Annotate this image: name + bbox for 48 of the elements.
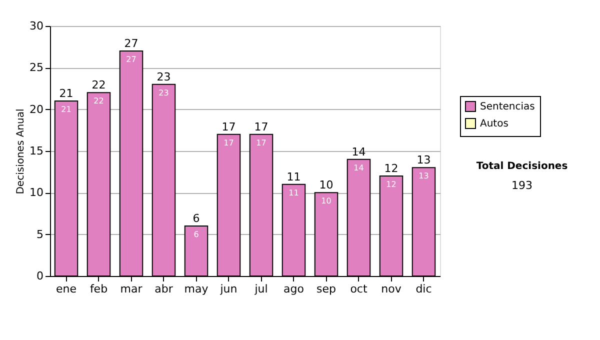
data-label: 22 xyxy=(94,96,104,106)
y-tick-label: 5 xyxy=(36,228,44,241)
total-label: 13 xyxy=(416,154,431,167)
x-tick-label: nov xyxy=(381,282,402,296)
data-label: 21 xyxy=(61,105,72,114)
y-axis-title: Decisiones Anual xyxy=(16,108,27,194)
legend-label: Sentencias xyxy=(480,102,535,112)
data-label: 6 xyxy=(194,230,199,239)
x-tick-label: jul xyxy=(254,282,268,296)
x-tick-label: sep xyxy=(316,282,336,296)
data-label: 12 xyxy=(386,180,396,189)
total-label: 17 xyxy=(222,120,236,134)
total-label: 22 xyxy=(92,78,106,92)
x-tick-label: dic xyxy=(416,282,432,296)
total-label: 11 xyxy=(286,170,301,184)
total-label: 10 xyxy=(319,178,334,192)
x-tick-label: oct xyxy=(350,282,368,296)
x-tick-label: ago xyxy=(284,282,304,296)
data-label: 11 xyxy=(288,188,299,198)
total-label: 12 xyxy=(384,162,398,175)
legend-label: Autos xyxy=(480,118,508,130)
total-label: 6 xyxy=(192,212,200,225)
data-label: 17 xyxy=(256,138,266,148)
data-label: 10 xyxy=(321,196,332,206)
y-tick-label: 20 xyxy=(30,102,44,116)
data-label: 17 xyxy=(224,138,234,148)
total-label: 21 xyxy=(59,87,74,100)
y-tick-label: 10 xyxy=(30,186,44,200)
total-label: 27 xyxy=(124,37,138,50)
total-label: 17 xyxy=(254,120,268,134)
data-label: 14 xyxy=(354,163,364,172)
y-tick-label: 25 xyxy=(30,61,44,74)
y-tick-label: 30 xyxy=(30,20,44,32)
x-tick-label: may xyxy=(184,282,209,296)
data-label: 13 xyxy=(418,172,429,181)
x-tick-label: abr xyxy=(154,282,174,296)
text: Total Decisiones xyxy=(476,161,568,172)
x-tick-label: jun xyxy=(219,282,238,296)
y-tick-label: 0 xyxy=(36,270,44,282)
total-label: 14 xyxy=(352,145,366,158)
x-tick-label: ene xyxy=(56,282,77,296)
total-label: 23 xyxy=(156,70,171,84)
x-tick-label: mar xyxy=(120,282,143,296)
text: 193 xyxy=(512,179,532,192)
data-label: 27 xyxy=(126,55,136,64)
data-label: 23 xyxy=(158,88,169,98)
x-tick-label: feb xyxy=(90,282,108,296)
y-tick-label: 15 xyxy=(30,144,44,158)
